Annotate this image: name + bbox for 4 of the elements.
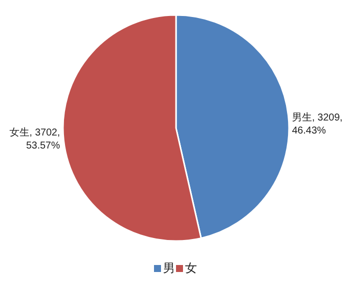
legend-label: 男: [163, 261, 175, 275]
legend-label: 女: [185, 261, 197, 275]
data-label: 男生, 3209, 46.43%: [292, 111, 343, 136]
data-label: 女生, 3702, 53.57%: [9, 126, 60, 152]
